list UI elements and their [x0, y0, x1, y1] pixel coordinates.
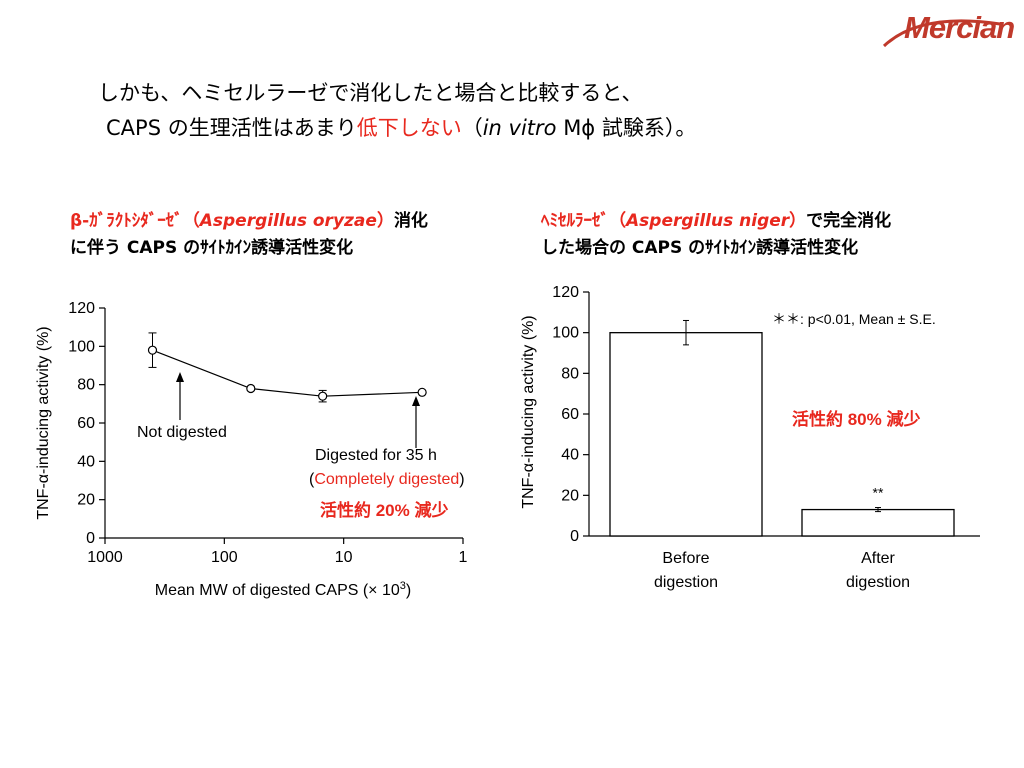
significance-marker: ** [873, 485, 884, 501]
left-y-tick-label: 120 [68, 300, 95, 317]
left-y-tick-label: 20 [77, 492, 95, 509]
left-series-line [152, 349, 423, 397]
right-caption-line-1: ﾍﾐｾﾙﾗｰｾﾞ（Aspergillus niger）で完全消化 [541, 208, 891, 235]
left-y-axis-label: TNF-α-inducing activity (%) [35, 326, 52, 519]
bar [801, 508, 955, 537]
not-digested-arrow-head [176, 372, 184, 382]
category-label-line-2: digestion [654, 574, 718, 591]
bar [609, 332, 763, 537]
logo-wordmark: Mercian [904, 10, 1015, 45]
completely-digested-label: (Completely digested) [309, 471, 465, 488]
left-caption-organism: Aspergillus oryzae [199, 211, 377, 231]
digested-35h-label: Digested for 35 h [315, 447, 437, 464]
category-label-line-1: Before [662, 550, 709, 567]
category-label-line-2: digestion [846, 574, 910, 591]
left-y-tick-label: 80 [77, 377, 95, 394]
left-x-tick-label: 10 [335, 549, 353, 566]
left-caption-line-2: に伴う CAPS のｻｲﾄｶｲﾝ誘導活性変化 [70, 238, 354, 258]
left-y-tick-label: 100 [68, 338, 95, 355]
left-caption: β-ｶﾞﾗｸﾄｼﾀﾞｰｾﾞ（Aspergillus oryzae）消化 に伴う … [70, 208, 428, 262]
headline-paren-open: （ [461, 116, 483, 140]
right-caption-complete: で完全消化 [806, 211, 892, 231]
left-x-axis-label: Mean MW of digested CAPS (× 103) [155, 580, 411, 599]
digested-arrow-head [412, 396, 420, 406]
left-caption-digest: 消化 [393, 211, 428, 231]
headline-in-vitro: in vitro [482, 116, 557, 140]
left-y-tick-label: 0 [86, 530, 95, 547]
left-caption-line-1: β-ｶﾞﾗｸﾄｼﾀﾞｰｾﾞ（Aspergillus oryzae）消化 [70, 208, 428, 235]
right-caption-line-2: した場合の CAPS のｻｲﾄｶｲﾝ誘導活性変化 [541, 238, 859, 258]
right-caption-organism: Aspergillus niger [626, 211, 790, 231]
left-data-point [417, 387, 427, 397]
significance-legend: ＊＊: p<0.01, Mean ± S.E. [772, 311, 936, 327]
logo-swoosh [882, 19, 1001, 48]
headline-line-1: しかも、ヘミセルラーゼで消化したと場合と比較すると、 [98, 81, 643, 105]
category-label-line-1: After [861, 550, 895, 567]
left-x-tick-label: 100 [211, 549, 238, 566]
left-data-point [147, 345, 158, 355]
left-caption-enzyme: β-ｶﾞﾗｸﾄｼﾀﾞｰｾﾞ（ [70, 211, 200, 231]
left-data-point [318, 391, 328, 401]
right-y-tick-label: 60 [561, 406, 579, 423]
right-y-tick-label: 80 [561, 365, 579, 382]
left-x-tick-label: 1 [459, 549, 468, 566]
headline-prefix: CAPS の生理活性はあまり [106, 116, 357, 140]
right-caption: ﾍﾐｾﾙﾗｰｾﾞ（Aspergillus niger）で完全消化 した場合の C… [541, 208, 891, 262]
headline-line-2: CAPS の生理活性はあまり低下しない（in vitro Mϕ 試験系）。 [98, 111, 696, 146]
right-caption-close: ） [789, 211, 807, 231]
headline-highlight: 低下しない [356, 116, 462, 140]
right-y-tick-label: 100 [552, 325, 579, 342]
left-reduction-label: 活性約 20% 減少 [320, 500, 448, 520]
headline: しかも、ヘミセルラーゼで消化したと場合と比較すると、 CAPS の生理活性はあま… [98, 76, 696, 146]
left-x-tick-label: 1000 [87, 549, 123, 566]
left-caption-close: ） [376, 211, 394, 231]
left-y-tick-label: 40 [77, 453, 95, 470]
right-reduction-label: 活性約 80% 減少 [792, 409, 920, 429]
left-y-tick-label: 60 [77, 415, 95, 432]
left-data-point [246, 383, 256, 394]
mercian-logo [882, 19, 1001, 48]
not-digested-label: Not digested [137, 424, 227, 441]
right-y-axis-label: TNF-α-inducing activity (%) [520, 315, 537, 508]
right-y-tick-label: 20 [561, 487, 579, 504]
headline-suffix: Mϕ 試験系）。 [556, 116, 697, 140]
right-y-tick-label: 40 [561, 447, 579, 464]
right-y-tick-label: 0 [570, 528, 579, 545]
right-y-tick-label: 120 [552, 284, 579, 301]
right-caption-enzyme: ﾍﾐｾﾙﾗｰｾﾞ（ [541, 211, 626, 231]
